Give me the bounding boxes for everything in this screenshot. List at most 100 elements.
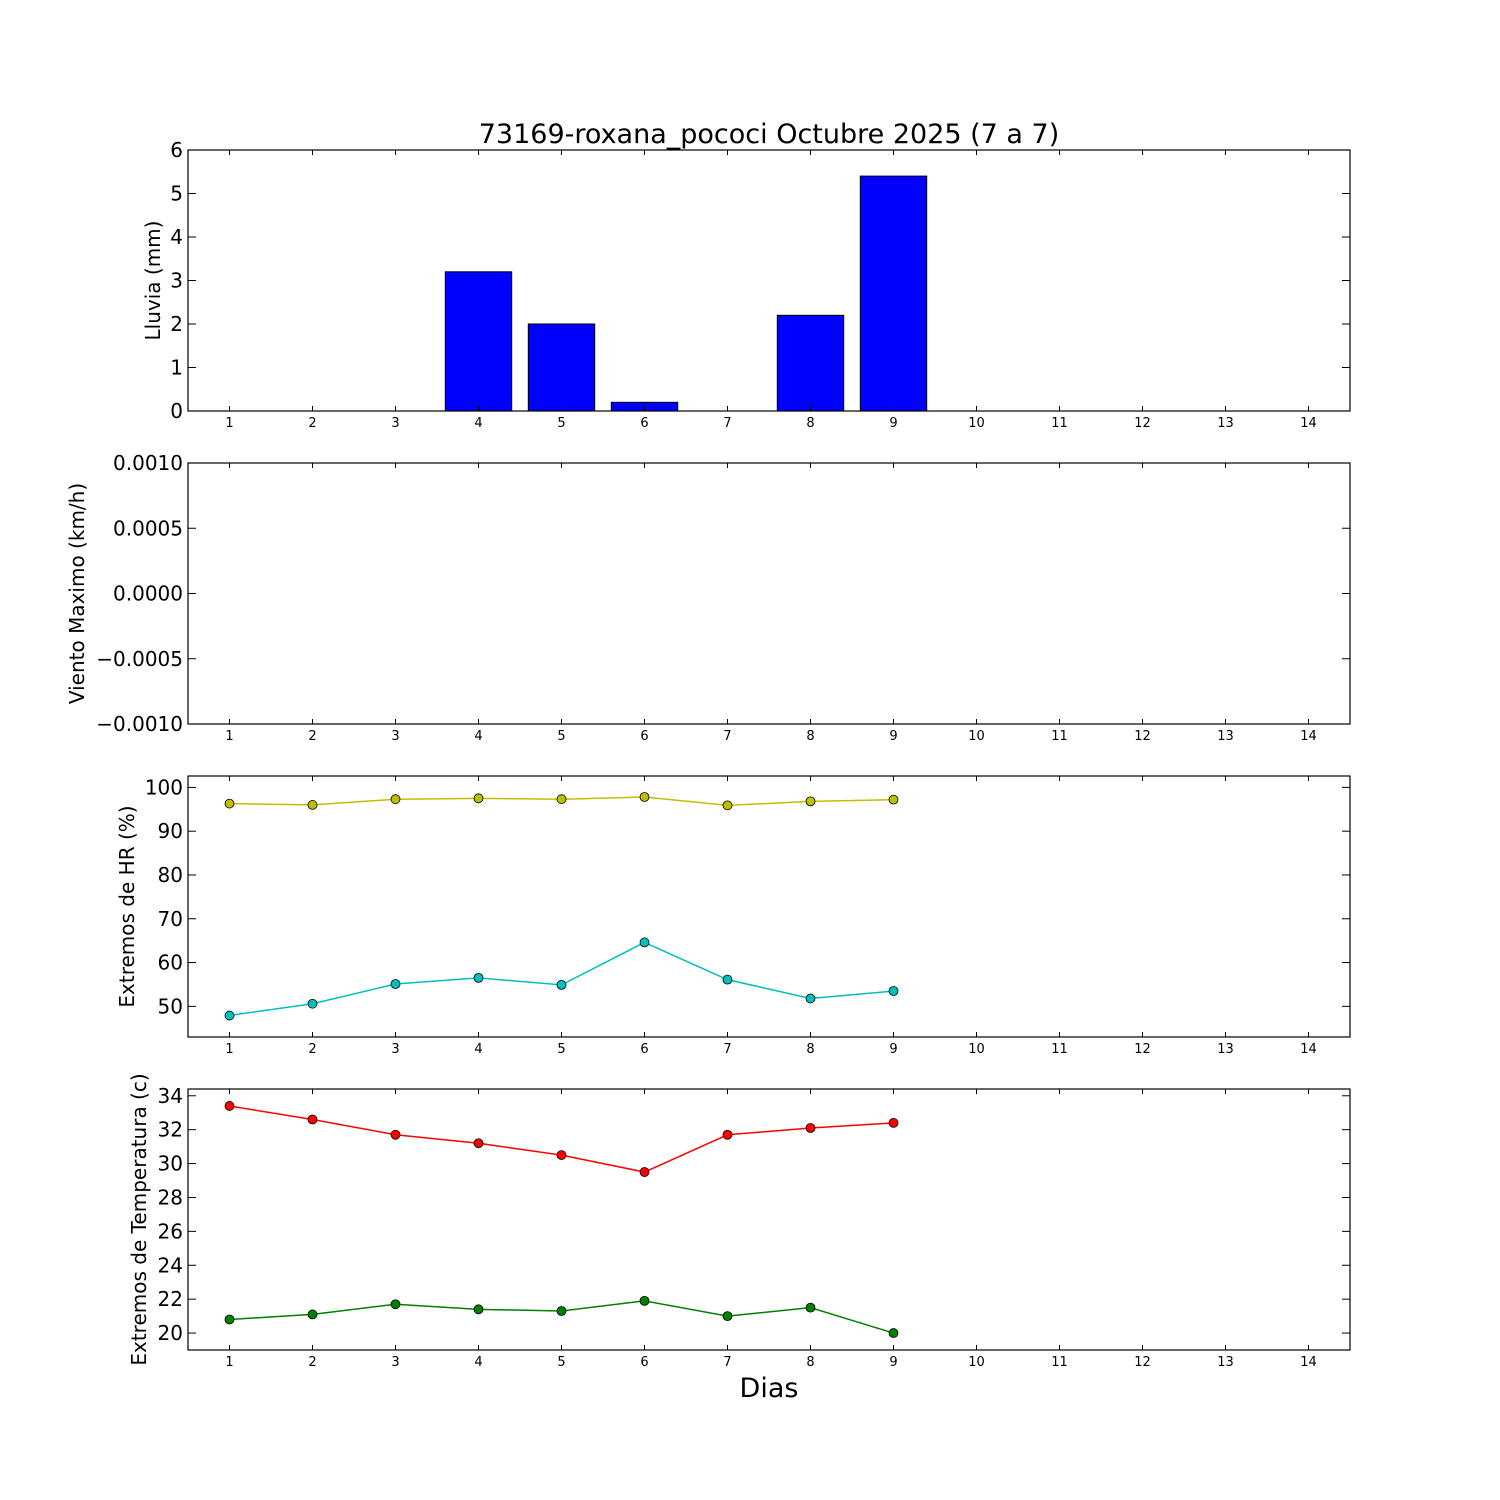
- y-tick-label: 80: [158, 863, 183, 887]
- point-temperatura-1-day-3: [390, 1299, 401, 1310]
- y-tick-label: 50: [158, 994, 183, 1018]
- x-tick-label: 7: [723, 1355, 731, 1370]
- bar-day-5: [527, 323, 596, 412]
- point-hr-1-day-4: [473, 972, 484, 983]
- x-tick-label: 10: [968, 1042, 985, 1057]
- y-tick-label: 90: [158, 819, 183, 843]
- y-tick-label: 24: [158, 1253, 183, 1277]
- y-tick-label: 0.0010: [113, 451, 183, 475]
- point-hr-0-day-7: [722, 800, 733, 811]
- bar-day-4: [444, 271, 513, 412]
- x-tick-label: 5: [557, 416, 565, 431]
- point-hr-0-day-6: [639, 792, 650, 802]
- x-tick-label: 3: [391, 416, 399, 431]
- x-tick-label: 5: [557, 1042, 565, 1057]
- x-tick-label: 4: [474, 1355, 482, 1370]
- point-hr-0-day-5: [556, 794, 567, 805]
- bar-day-8: [776, 314, 845, 412]
- x-tick-label: 11: [1051, 416, 1068, 431]
- x-tick-label: 12: [1134, 416, 1151, 431]
- point-temperatura-0-day-8: [805, 1123, 816, 1133]
- x-tick-label: 9: [889, 729, 897, 744]
- x-tick-label: 11: [1051, 1355, 1068, 1370]
- x-tick-label: 10: [968, 729, 985, 744]
- point-hr-1-day-1: [224, 1010, 235, 1021]
- figure-title: 73169-roxana_pococi Octubre 2025 (7 a 7): [479, 119, 1060, 150]
- x-tick-label: 14: [1300, 416, 1317, 431]
- y-tick-label: 34: [158, 1084, 183, 1108]
- y-tick-label: 0.0005: [113, 516, 183, 540]
- point-hr-1-day-8: [805, 993, 816, 1004]
- point-temperatura-0-day-4: [473, 1138, 484, 1149]
- x-tick-label: 6: [640, 416, 648, 431]
- x-tick-label: 13: [1217, 416, 1234, 431]
- point-hr-1-day-5: [556, 979, 567, 990]
- point-temperatura-1-day-5: [556, 1306, 567, 1316]
- x-tick-label: 2: [308, 1042, 316, 1057]
- point-temperatura-1-day-6: [639, 1295, 650, 1306]
- x-tick-label: 7: [723, 729, 731, 744]
- x-tick-label: 9: [889, 1355, 897, 1370]
- x-tick-label: 9: [889, 1042, 897, 1057]
- y-tick-label: −0.0005: [96, 647, 183, 671]
- point-temperatura-1-day-1: [224, 1314, 235, 1325]
- point-temperatura-1-day-7: [722, 1311, 733, 1322]
- x-tick-label: 7: [723, 416, 731, 431]
- y-axis-label-hr: Extremos de HR (%): [115, 805, 139, 1007]
- x-tick-label: 8: [806, 1042, 814, 1057]
- x-tick-label: 8: [806, 729, 814, 744]
- x-tick-label: 3: [391, 1355, 399, 1370]
- point-hr-1-day-6: [639, 937, 650, 948]
- point-temperatura-1-day-8: [805, 1302, 816, 1313]
- bar-day-9: [859, 175, 928, 412]
- x-tick-label: 13: [1217, 1355, 1234, 1370]
- x-tick-label: 13: [1217, 1042, 1234, 1057]
- point-temperatura-0-day-1: [224, 1101, 235, 1111]
- x-tick-label: 2: [308, 416, 316, 431]
- point-hr-0-day-4: [473, 793, 484, 804]
- point-temperatura-0-day-2: [307, 1114, 318, 1125]
- y-tick-label: 30: [158, 1152, 183, 1176]
- y-axis-label-viento: Viento Maximo (km/h): [65, 483, 89, 704]
- x-tick-label: 2: [308, 729, 316, 744]
- x-tick-label: 8: [806, 416, 814, 431]
- axes-frame-hr: [187, 775, 1351, 1038]
- x-tick-label: 14: [1300, 1355, 1317, 1370]
- x-tick-label: 1: [225, 416, 233, 431]
- x-tick-label: 2: [308, 1355, 316, 1370]
- point-temperatura-0-day-9: [888, 1117, 899, 1128]
- point-hr-0-day-9: [888, 794, 899, 805]
- x-tick-label: 12: [1134, 729, 1151, 744]
- point-temperatura-0-day-3: [390, 1129, 401, 1140]
- point-temperatura-0-day-7: [722, 1129, 733, 1140]
- x-tick-label: 8: [806, 1355, 814, 1370]
- y-tick-label: 1: [170, 356, 183, 380]
- x-tick-label: 11: [1051, 1042, 1068, 1057]
- x-tick-label: 6: [640, 1355, 648, 1370]
- point-hr-1-day-3: [390, 979, 401, 989]
- x-tick-label: 1: [225, 729, 233, 744]
- y-tick-label: 2: [170, 312, 183, 336]
- point-hr-0-day-2: [307, 800, 318, 810]
- x-tick-label: 14: [1300, 729, 1317, 744]
- y-tick-label: 70: [158, 907, 183, 931]
- y-tick-label: 0: [170, 399, 183, 423]
- point-hr-0-day-1: [224, 798, 235, 809]
- x-tick-label: 1: [225, 1355, 233, 1370]
- y-tick-label: 5: [170, 182, 183, 206]
- y-tick-label: 6: [170, 138, 183, 162]
- point-hr-0-day-8: [805, 796, 816, 807]
- point-temperatura-1-day-2: [307, 1309, 318, 1320]
- y-tick-label: 20: [158, 1321, 183, 1345]
- y-tick-label: 28: [158, 1185, 183, 1209]
- point-hr-1-day-9: [888, 986, 899, 996]
- x-tick-label: 7: [723, 1042, 731, 1057]
- x-tick-label: 5: [557, 1355, 565, 1370]
- point-hr-1-day-7: [722, 974, 733, 985]
- panel-temperatura: 1 2 3 4 5 6 7 8 9 10 11 12 13 142022242628303234Extre…: [127, 1073, 1351, 1370]
- x-tick-label: 10: [968, 1355, 985, 1370]
